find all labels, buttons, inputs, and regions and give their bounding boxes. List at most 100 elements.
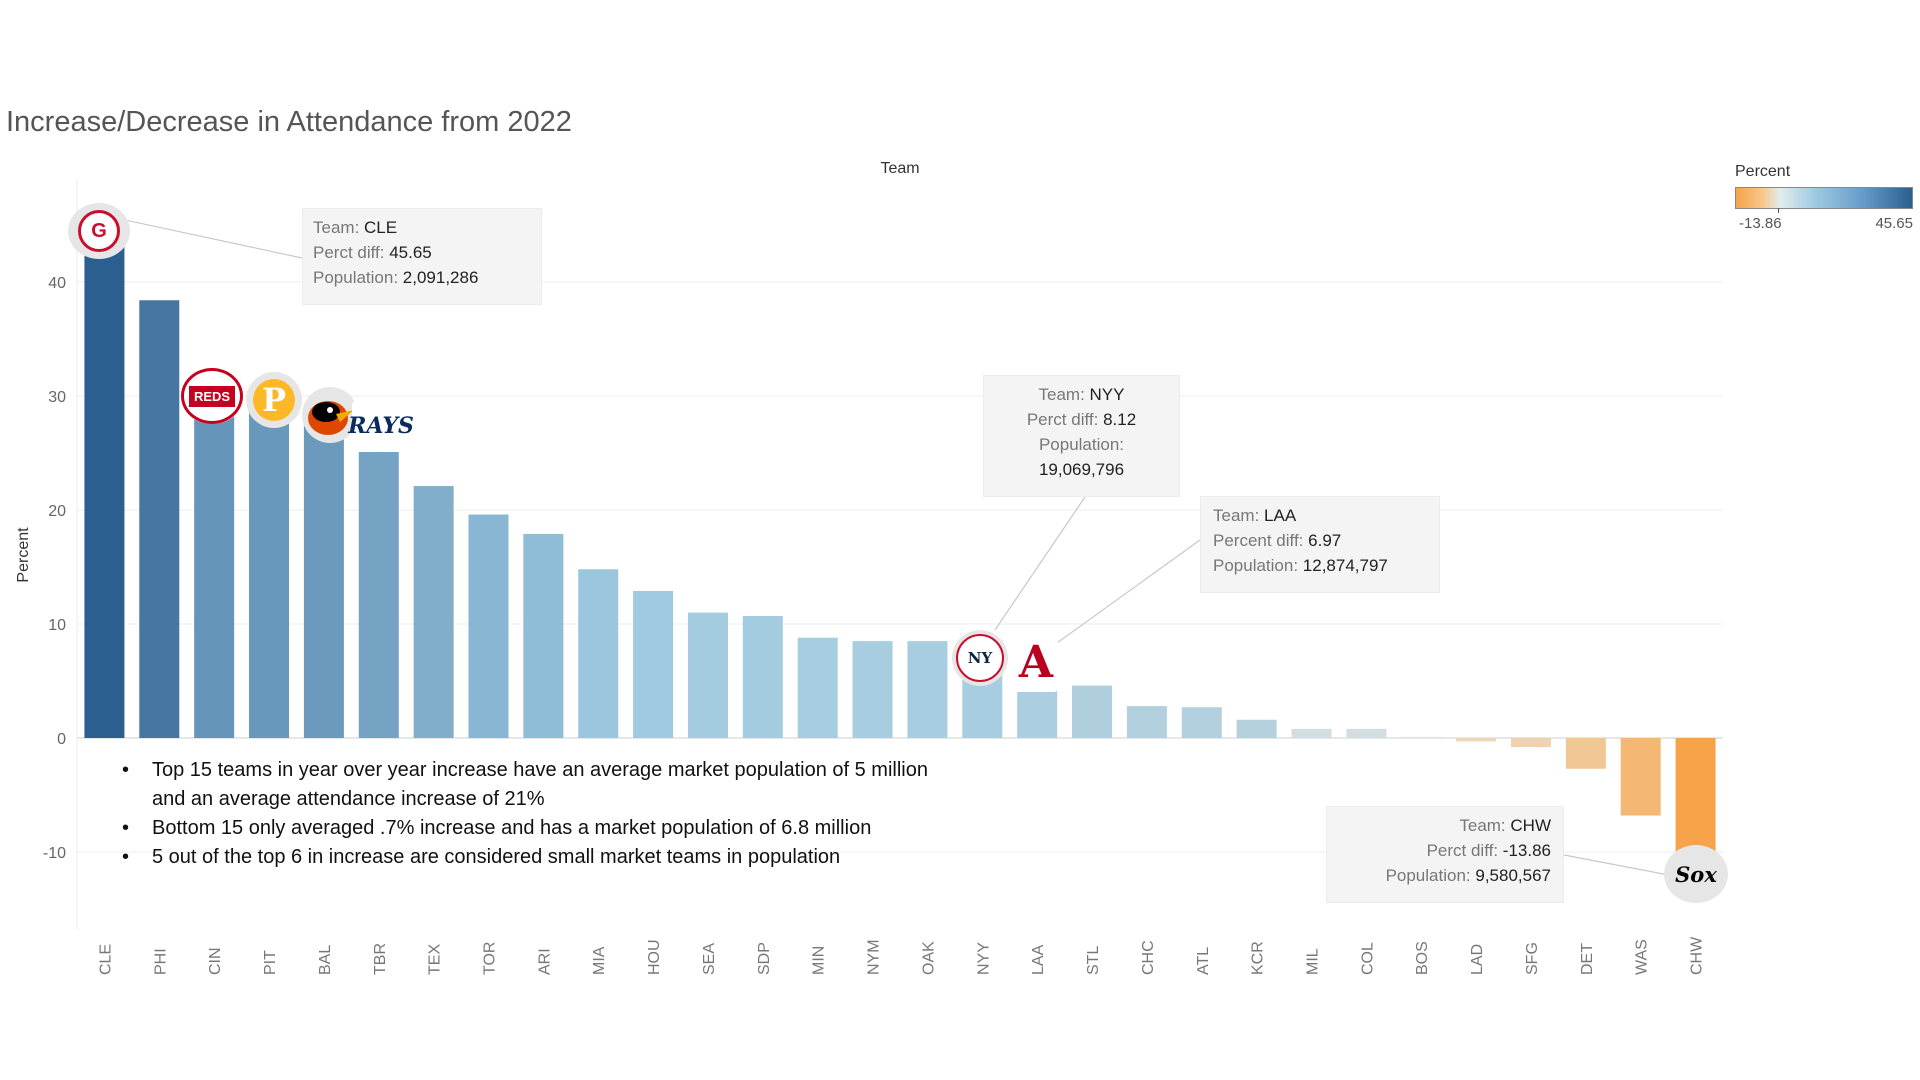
- x-tick-label: TBR: [372, 943, 389, 975]
- leader-line: [124, 219, 303, 259]
- tooltip-line: Team: CHW: [1459, 816, 1551, 835]
- tbr-logo-icon: RAYS: [348, 400, 414, 452]
- y-tick-label: 0: [57, 731, 66, 748]
- bar-kcr[interactable]: [1236, 719, 1277, 738]
- bar-sfg[interactable]: [1510, 738, 1551, 748]
- bar-ari[interactable]: [523, 533, 564, 738]
- bars: [84, 217, 1716, 897]
- bar-stl[interactable]: [1072, 685, 1113, 738]
- y-tick-label: 10: [48, 617, 66, 634]
- bar-atl[interactable]: [1181, 707, 1222, 738]
- cin-logo-icon: REDS: [180, 368, 244, 424]
- y-tick-label: 40: [48, 275, 66, 292]
- x-tick-label: CHW: [1689, 936, 1706, 975]
- x-tick-label: CHC: [1140, 940, 1157, 975]
- legend-max-label: 45.65: [1875, 215, 1913, 232]
- leader-line: [994, 496, 1086, 631]
- bar-oak[interactable]: [907, 641, 948, 738]
- bar-tbr[interactable]: [358, 448, 399, 738]
- x-tick-label: OAK: [920, 941, 937, 975]
- cle-logo-icon: G: [68, 203, 130, 259]
- note-item: 5 out of the top 6 in increase are consi…: [122, 843, 952, 872]
- y-axis-label: Percent: [15, 527, 32, 583]
- y-tick-labels: -10 0 10 20 30 40: [43, 275, 66, 862]
- x-tick-label: ATL: [1195, 947, 1212, 975]
- bar-tex[interactable]: [413, 486, 454, 738]
- x-tick-label: LAD: [1469, 944, 1486, 975]
- bar-tor[interactable]: [468, 514, 509, 738]
- bar-lad[interactable]: [1456, 738, 1497, 742]
- x-tick-label: NYY: [975, 942, 992, 975]
- tooltip-line: Population: 12,874,797: [1213, 556, 1388, 575]
- tooltip-line: Population:: [1038, 435, 1125, 454]
- bar-bal[interactable]: [303, 418, 344, 738]
- tooltip-line: Perct diff: 45.65: [313, 243, 432, 262]
- bar-cle[interactable]: [84, 217, 125, 739]
- bar-chc[interactable]: [1126, 706, 1167, 738]
- tooltip-line: Team: CLE: [313, 218, 398, 237]
- x-tick-label: SFG: [1524, 942, 1541, 975]
- bar-pit[interactable]: [249, 411, 290, 738]
- bar-sdp[interactable]: [742, 616, 783, 738]
- legend-title: Percent: [1735, 163, 1791, 180]
- leader-line: [1049, 539, 1201, 649]
- x-tick-label: SDP: [756, 942, 773, 975]
- tooltip-line: 19,069,796: [1038, 460, 1125, 479]
- tooltip-laa: Team: LAA Percent diff: 6.97 Population: 1…: [1200, 496, 1440, 593]
- x-tick-label: HOU: [646, 939, 663, 975]
- x-tick-label: TEX: [427, 944, 444, 975]
- tooltip-line: Team: NYY: [1038, 385, 1125, 404]
- tooltip-nyy: Team: NYY Perct diff: 8.12 Population: 19,0…: [983, 375, 1180, 497]
- tooltip-line: Perct diff: 8.12: [1026, 410, 1137, 429]
- tooltip-line: Population: 9,580,567: [1385, 866, 1551, 885]
- x-tick-label: PHI: [152, 948, 169, 975]
- x-tick-label: LAA: [1030, 944, 1047, 975]
- tooltip-line: Percent diff: 6.97: [1213, 531, 1342, 550]
- bar-col[interactable]: [1346, 728, 1387, 738]
- bar-mil[interactable]: [1291, 728, 1332, 738]
- legend-gradient: [1735, 187, 1913, 213]
- bar-cin[interactable]: [194, 402, 235, 738]
- x-tick-label: MIA: [591, 946, 608, 975]
- tooltip-cle: Team: CLE Perct diff: 45.65 Population: 2,…: [302, 208, 542, 305]
- bar-min[interactable]: [797, 637, 838, 738]
- x-tick-label: WAS: [1634, 939, 1651, 975]
- legend-min-label: -13.86: [1739, 215, 1782, 232]
- y-tick-label: 20: [48, 503, 66, 520]
- insight-notes: Top 15 teams in year over year increase …: [122, 756, 952, 872]
- tooltip-line: Team: LAA: [1213, 506, 1297, 525]
- color-legend: Percent -13.86 45.65: [1735, 163, 1920, 232]
- x-tick-label: CLE: [97, 944, 114, 975]
- bar-bos[interactable]: [1401, 736, 1442, 738]
- nyy-logo-icon: NY: [952, 630, 1008, 686]
- x-tick-label: BAL: [317, 945, 334, 975]
- chw-logo-icon: Sox: [1664, 845, 1728, 903]
- x-tick-label: STL: [1085, 946, 1102, 975]
- chart-title: Increase/Decrease in Attendance from 202…: [6, 106, 572, 138]
- x-tick-label: TOR: [482, 942, 499, 975]
- tooltip-chw: Team: CHW Perct diff: -13.86 Population: 9…: [1326, 806, 1564, 903]
- bal-logo-icon: [302, 387, 358, 443]
- x-tick-label: SEA: [701, 943, 718, 975]
- note-item: Top 15 teams in year over year increase …: [122, 756, 952, 814]
- x-tick-label: KCR: [1250, 941, 1267, 975]
- x-tick-label: DET: [1579, 943, 1596, 975]
- x-tick-label: ARI: [536, 948, 553, 975]
- bar-was[interactable]: [1620, 738, 1661, 816]
- x-tick-label: MIL: [1305, 948, 1322, 975]
- y-tick-label: 30: [48, 389, 66, 406]
- team-axis-header: Team: [880, 160, 920, 177]
- tooltip-leader-lines: [124, 219, 1696, 881]
- tooltip-line: Perct diff: -13.86: [1426, 841, 1551, 860]
- x-tick-label: CIN: [207, 947, 224, 975]
- y-tick-label: -10: [43, 845, 66, 862]
- note-item: Bottom 15 only averaged .7% increase and…: [122, 814, 952, 843]
- pit-logo-icon: P: [246, 372, 302, 428]
- tooltip-line: Population: 2,091,286: [313, 268, 479, 287]
- bar-sea[interactable]: [687, 612, 728, 738]
- bar-det[interactable]: [1565, 738, 1606, 769]
- bar-phi[interactable]: [139, 300, 180, 738]
- bar-hou[interactable]: [633, 590, 674, 738]
- bar-nym[interactable]: [852, 641, 893, 738]
- bar-mia[interactable]: [578, 569, 619, 738]
